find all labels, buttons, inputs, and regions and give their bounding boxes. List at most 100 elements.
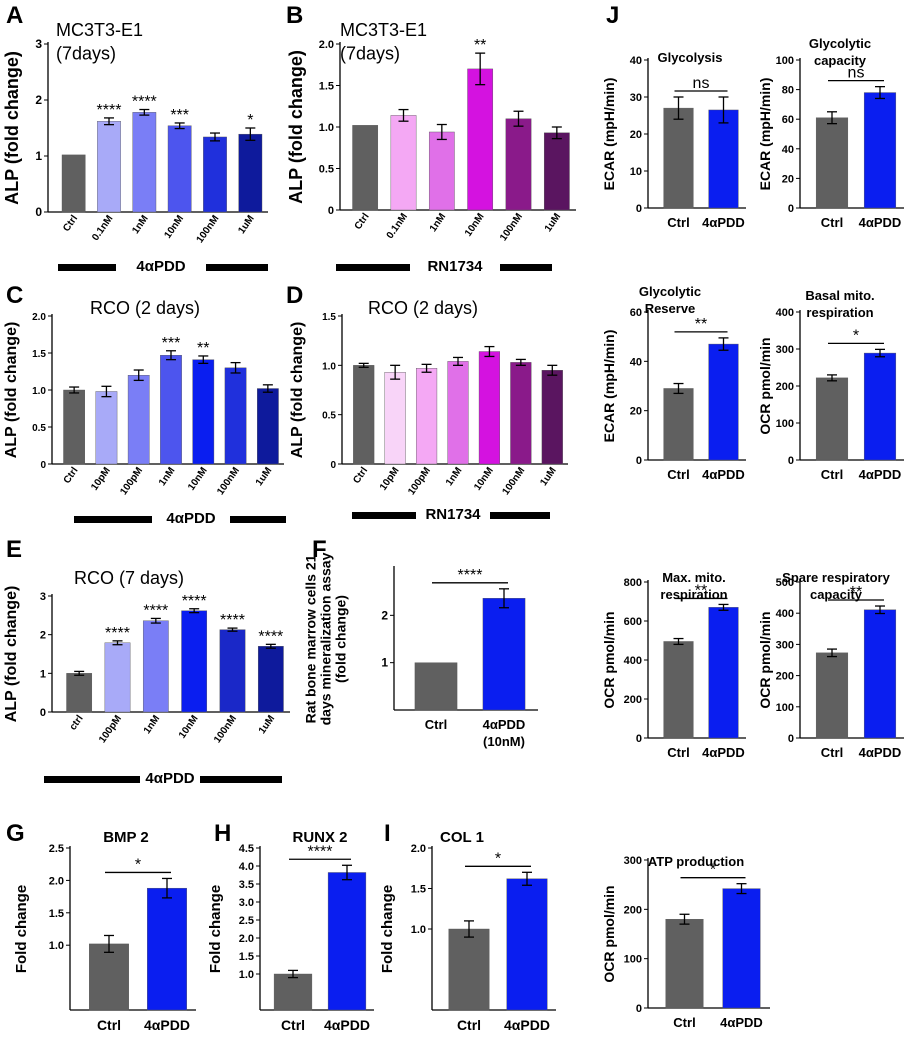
bar [708, 109, 739, 209]
x-tick-label: 1nM [444, 465, 464, 488]
x-tick-label: 4αPDD [702, 745, 745, 760]
x-tick-label: Ctrl [351, 465, 370, 486]
x-tick-label: 100nM [215, 465, 242, 497]
group-bar-b-right [500, 264, 552, 271]
group-bar-d-right [490, 512, 550, 519]
x-tick-label: 1uM [543, 211, 563, 234]
bar [510, 362, 532, 465]
chart-j-basal-respiration: 0 100 200 300 400 OCR pmol/min Basal mito. resp… [757, 288, 904, 482]
chart-title: Glycolysis [657, 50, 722, 65]
x-tick-label: 10pM [89, 465, 113, 492]
bar [238, 133, 263, 213]
y-axis-label: ALP (fold change) [286, 50, 306, 204]
bar [219, 629, 246, 713]
bar [663, 107, 694, 209]
chart-a: 0 1 2 3 ALP (fold change) MC3T3-E1 (7days) Ctrl… [2, 20, 268, 245]
bar [257, 646, 284, 713]
significance-label: ns [848, 65, 865, 82]
group-label-b: RN1734 [427, 258, 483, 275]
significance-label: **** [132, 94, 157, 111]
y-tick-label: 4.5 [239, 843, 254, 855]
y-tick-label: 300 [776, 344, 794, 356]
group-label-c: 4αPDD [166, 510, 216, 527]
x-tick-label: Ctrl [821, 467, 843, 482]
y-tick-label: 0 [40, 707, 46, 719]
y-tick-label: 1.0 [411, 924, 426, 936]
y-tick-label: 0 [636, 203, 642, 215]
bar [815, 377, 849, 461]
y-tick-label: 1.5 [322, 312, 336, 323]
bar [181, 610, 208, 713]
significance-label: * [710, 862, 716, 879]
y-axis-label: ALP (fold change) [3, 322, 20, 459]
significance-label: **** [220, 612, 245, 629]
bar [505, 118, 532, 211]
y-tick-label: 2 [35, 93, 42, 107]
x-tick-label: Ctrl [425, 717, 447, 732]
bar [147, 887, 187, 1011]
y-tick-label: 0 [788, 733, 794, 745]
chart-title: ATP production [648, 854, 744, 869]
y-tick-label: 300 [776, 639, 794, 651]
chart-b: 0 0.5 1.0 1.5 2.0 ALP (fold change) MC3T3-E1 (7… [286, 20, 576, 243]
bar [815, 652, 849, 739]
y-tick-label: 300 [624, 855, 642, 867]
bar [142, 620, 169, 713]
chart-h: 1.0 1.5 2.0 2.5 3.0 3.5 4.0 4.5 Fold change RUNX … [207, 829, 374, 1033]
x-tick-label: Ctrl [673, 1015, 695, 1030]
bar [665, 918, 704, 1009]
x-tick-label: Ctrl [821, 745, 843, 760]
x-tick-label: Ctrl [457, 1017, 481, 1033]
x-tick-label: 1nM [142, 713, 162, 736]
significance-label: *** [162, 335, 181, 352]
x-tick-label: 4αPDD (10nM) [483, 717, 526, 749]
group-bar-a-left [58, 264, 116, 271]
x-tick-label: 1uM [538, 465, 558, 488]
y-tick-label: 0 [40, 460, 46, 471]
y-axis-label: Fold change [207, 885, 224, 973]
chart-j-glycolysis: 0 10 20 30 40 ECAR (mpH/min) Glycolysis Ctrl 4αP… [601, 50, 746, 230]
x-tick-label: 100pM [118, 465, 145, 497]
group-label-a: 4αPDD [136, 258, 186, 275]
bar [160, 355, 182, 465]
y-axis-label: OCR pmol/min [757, 337, 773, 434]
x-tick-label: Ctrl [667, 745, 689, 760]
bar [224, 367, 247, 465]
y-tick-label: 400 [776, 307, 794, 319]
y-tick-label: 10 [630, 166, 642, 178]
panel-letter-b: B [286, 2, 304, 29]
y-tick-label: 0 [35, 205, 42, 219]
y-axis-label: OCR pmol/min [601, 885, 617, 982]
x-tick-label: Ctrl [667, 467, 689, 482]
y-tick-label: 40 [782, 144, 794, 156]
y-tick-label: 100 [776, 55, 794, 67]
y-tick-label: 4.0 [239, 861, 254, 873]
x-tick-label: 4αPDD [324, 1017, 370, 1033]
group-bar-c-left [74, 516, 152, 523]
significance-label: *** [170, 107, 189, 124]
y-axis-label: ALP (fold change) [289, 322, 306, 459]
bar [428, 131, 455, 211]
panel-letter-f: F [312, 536, 327, 563]
bar [95, 391, 118, 465]
bar [863, 92, 897, 209]
x-tick-label: 100nM [498, 211, 525, 243]
x-tick-label: 100pM [97, 713, 124, 745]
bar [708, 343, 739, 461]
bar [167, 125, 192, 213]
y-tick-label: 2.0 [32, 312, 46, 323]
y-tick-label: 2.0 [411, 843, 426, 855]
chart-j-spare-capacity: 0 100 200 300 400 500 OCR pmol/min Spare respir… [757, 570, 904, 760]
panel-letter-j: J [606, 2, 620, 29]
bar [352, 125, 379, 211]
panel-letter-e: E [6, 536, 23, 563]
x-tick-label: 10nM [463, 211, 487, 238]
y-tick-label: 100 [776, 418, 794, 430]
x-tick-label: 4αPDD [859, 215, 902, 230]
x-tick-label: 4αPDD [702, 467, 745, 482]
group-bar-e-right [200, 776, 282, 783]
significance-label: **** [458, 567, 483, 584]
bar [104, 642, 131, 713]
x-tick-label: 4αPDD [144, 1017, 190, 1033]
y-axis-label: ALP (fold change) [2, 51, 22, 205]
